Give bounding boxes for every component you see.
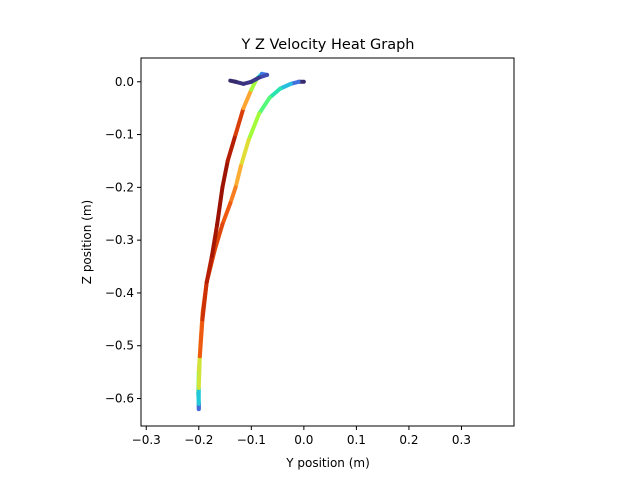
trajectory-segment [200,280,209,322]
chart-title: Y Z Velocity Heat Graph [241,37,415,53]
x-tick-label: 0.2 [399,433,418,447]
y-axis: 0.0 −0.1 −0.2 −0.3 −0.4 −0.5 −0.6 [105,75,141,406]
trajectory-segment [215,185,225,227]
trajectory-segment [204,253,214,285]
x-tick-label: −0.1 [237,433,266,447]
trajectory-segment [209,222,220,258]
trajectory-segment [225,132,238,163]
trajectory-segment [228,78,238,84]
x-tick-label: 0.1 [347,433,366,447]
y-tick-label: −0.6 [105,392,134,406]
x-tick-label: −0.3 [132,433,161,447]
trajectory-segment [233,164,243,190]
plot-frame [140,57,515,427]
y-tick-label: −0.5 [105,339,134,353]
trajectory-segment [257,95,272,116]
y-tick-label: −0.3 [105,233,134,247]
trajectory-segment [220,201,233,227]
trajectory-segment [197,317,205,359]
x-tick-label: 0.3 [452,433,471,447]
trajectory-segment [241,87,254,111]
trajectory-segment [267,86,283,100]
trajectory-segment [233,106,246,137]
y-tick-label: 0.0 [115,75,134,89]
trajectory-series [196,71,306,412]
x-tick-label: −0.2 [184,433,213,447]
y-tick-label: −0.4 [105,286,134,300]
y-tick-label: −0.2 [105,180,134,194]
x-axis: −0.3 −0.2 −0.1 0.0 0.1 0.2 0.3 [132,426,471,447]
trajectory-segment [228,185,238,206]
trajectory-segment [246,111,262,142]
y-tick-label: −0.1 [105,128,134,142]
x-tick-label: 0.0 [294,433,313,447]
x-axis-label: Y position (m) [285,456,370,470]
trajectory-segment [238,137,251,169]
trajectory-segment [220,158,230,190]
trajectory-segment [212,222,225,253]
trajectory-segment [196,354,202,390]
y-axis-label: Z position (m) [80,200,94,284]
